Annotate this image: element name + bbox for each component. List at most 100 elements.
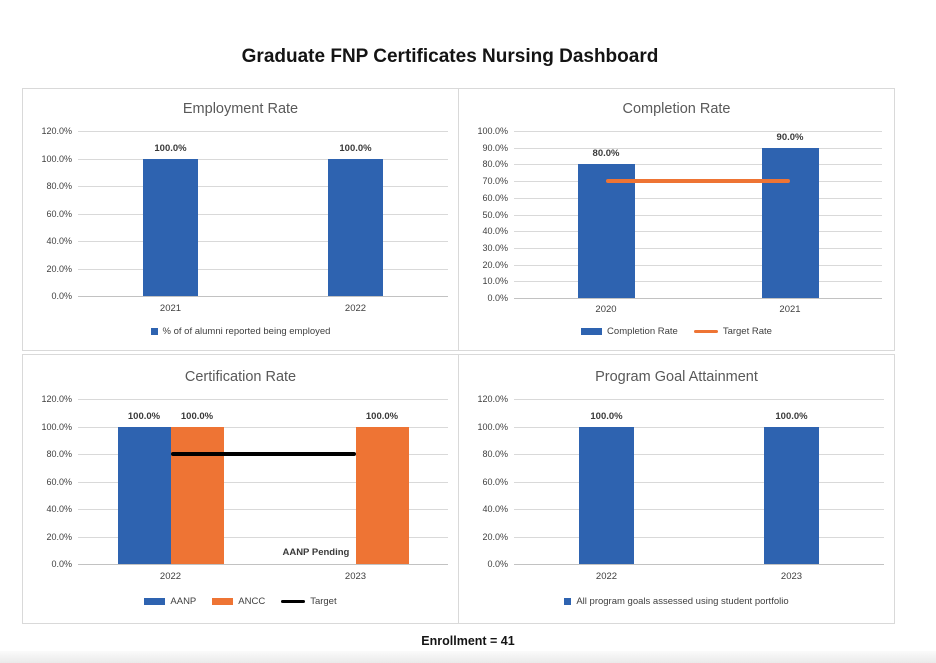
bar-value-label: 80.0% — [592, 148, 620, 160]
gridline — [78, 426, 448, 428]
y-axis-tick-label: 120.0% — [41, 126, 72, 136]
category-label: 2022 — [595, 571, 618, 582]
legend-label: ANCC — [238, 596, 266, 607]
gridline — [514, 164, 882, 166]
legend-swatch — [581, 328, 603, 335]
legend-item: Target — [281, 596, 337, 607]
bar — [355, 426, 409, 564]
legend-line-icon — [281, 599, 306, 604]
gridline — [514, 298, 882, 299]
gridline — [78, 213, 448, 215]
gridline — [514, 426, 884, 428]
chart-plot-completion-rate: 0.0% 10.0% 20.0% 30.0% 40.0% 50.0% 60.0% 70.0% 8… — [459, 89, 894, 350]
category-label: 2022 — [159, 571, 182, 582]
chart-title-certification-rate: Certification Rate — [184, 369, 297, 385]
chart-panel-completion-rate: Completion Rate 0.0% 10.0% 20.0% 30.0% 40.0%… — [458, 88, 895, 351]
gridline — [514, 214, 882, 216]
bar — [761, 147, 819, 298]
y-axis-tick-label: 30.0% — [482, 242, 508, 253]
y-axis-tick-label: 100.0% — [477, 421, 508, 432]
y-axis-tick-label: 0.0% — [51, 559, 72, 569]
chart-panel-certification-rate: Certification Rate 0.0% 20.0% 40.0% 60.0% 80… — [22, 354, 459, 624]
legend-swatch — [150, 328, 158, 335]
category-label: 2021 — [159, 303, 182, 314]
legend-item: ANCC — [212, 596, 265, 607]
legend-swatch — [144, 598, 166, 605]
gridline — [78, 564, 448, 565]
y-axis-tick-label: 100.0% — [477, 126, 508, 136]
chart-legend: AANP ANCC Target — [23, 596, 458, 607]
legend-label: AANP — [170, 596, 197, 607]
gridline — [514, 509, 884, 510]
gridline — [514, 481, 884, 483]
gridline — [78, 481, 448, 483]
bar-value-label: 100.0% — [180, 410, 214, 422]
legend-label: All program goals assessed using student… — [576, 596, 789, 607]
gridline — [514, 147, 882, 149]
gridline — [78, 268, 448, 270]
bar-value-label: 100.0% — [339, 142, 372, 154]
category-label: 2023 — [344, 571, 367, 582]
bar — [579, 426, 634, 564]
gridline — [78, 399, 448, 400]
legend-item: % of of alumni reported being employed — [150, 326, 331, 337]
gridline — [78, 296, 448, 297]
y-axis-tick-label: 60.0% — [482, 192, 508, 203]
bar-value-label: 100.0% — [775, 410, 808, 422]
page-title: Graduate FNP Certificates Nursing Dashbo… — [241, 46, 659, 67]
gridline — [78, 536, 448, 538]
bar — [143, 158, 198, 296]
bar — [117, 426, 171, 564]
chart-plot-employment-rate: 0.0% 20.0% 40.0% 60.0% 80.0% 100.0% 120.0% 2021… — [23, 89, 458, 350]
legend-item: All program goals assessed using student… — [564, 596, 789, 607]
gridline — [78, 241, 448, 242]
gridline — [78, 509, 448, 510]
bar — [328, 158, 383, 296]
y-axis-tick-label: 40.0% — [46, 236, 72, 246]
legend-label: Completion Rate — [607, 326, 678, 337]
y-axis-tick-label: 60.0% — [482, 476, 508, 487]
gridline — [514, 281, 882, 283]
bar-value-label: 100.0% — [365, 410, 399, 422]
y-axis-tick-label: 20.0% — [46, 263, 72, 274]
gridline — [514, 247, 882, 249]
legend-swatch — [212, 598, 234, 605]
gridline — [514, 264, 882, 266]
category-label: 2020 — [595, 304, 617, 315]
gridline — [514, 564, 884, 565]
chart-title-program-goal-attainment: Program Goal Attainment — [595, 369, 758, 385]
gridline — [514, 399, 884, 400]
chart-annotation: AANP Pending — [282, 547, 350, 559]
y-axis-tick-label: 80.0% — [482, 449, 508, 459]
legend-label: % of of alumni reported being employed — [162, 326, 331, 337]
bar-value-label: 90.0% — [776, 131, 804, 143]
y-axis-tick-label: 40.0% — [46, 504, 72, 514]
y-axis-tick-label: 40.0% — [482, 504, 508, 514]
y-axis-tick-label: 0.0% — [487, 559, 508, 569]
chart-plot-program-goal-attainment: 0.0% 20.0% 40.0% 60.0% 80.0% 100.0% 120.0% 2022… — [459, 355, 894, 623]
legend-label: Target — [310, 596, 337, 607]
category-label: 2021 — [779, 304, 801, 315]
y-axis-tick-label: 60.0% — [46, 208, 72, 219]
chart-legend: % of of alumni reported being employed — [23, 326, 458, 337]
chart-legend: Completion Rate Target Rate — [459, 326, 894, 337]
legend-label: Target Rate — [722, 326, 772, 337]
page-bottom-edge — [0, 651, 936, 663]
y-axis-tick-label: 20.0% — [482, 531, 508, 542]
enrollment-note: Enrollment = 41 — [421, 634, 515, 648]
target-line — [606, 179, 790, 184]
bar-value-label: 100.0% — [590, 410, 623, 422]
target-line — [170, 452, 356, 456]
chart-title-completion-rate: Completion Rate — [622, 101, 731, 117]
bar — [764, 426, 819, 564]
gridline — [514, 454, 884, 455]
y-axis-tick-label: 40.0% — [482, 226, 508, 237]
y-axis-tick-label: 0.0% — [51, 291, 72, 301]
legend-swatch — [564, 598, 572, 605]
y-axis-tick-label: 60.0% — [46, 476, 72, 487]
bar — [170, 426, 224, 564]
gridline — [514, 231, 882, 233]
chart-panel-program-goal-attainment: Program Goal Attainment 0.0% 20.0% 40.0% 60… — [458, 354, 895, 624]
y-axis-tick-label: 100.0% — [41, 153, 72, 164]
